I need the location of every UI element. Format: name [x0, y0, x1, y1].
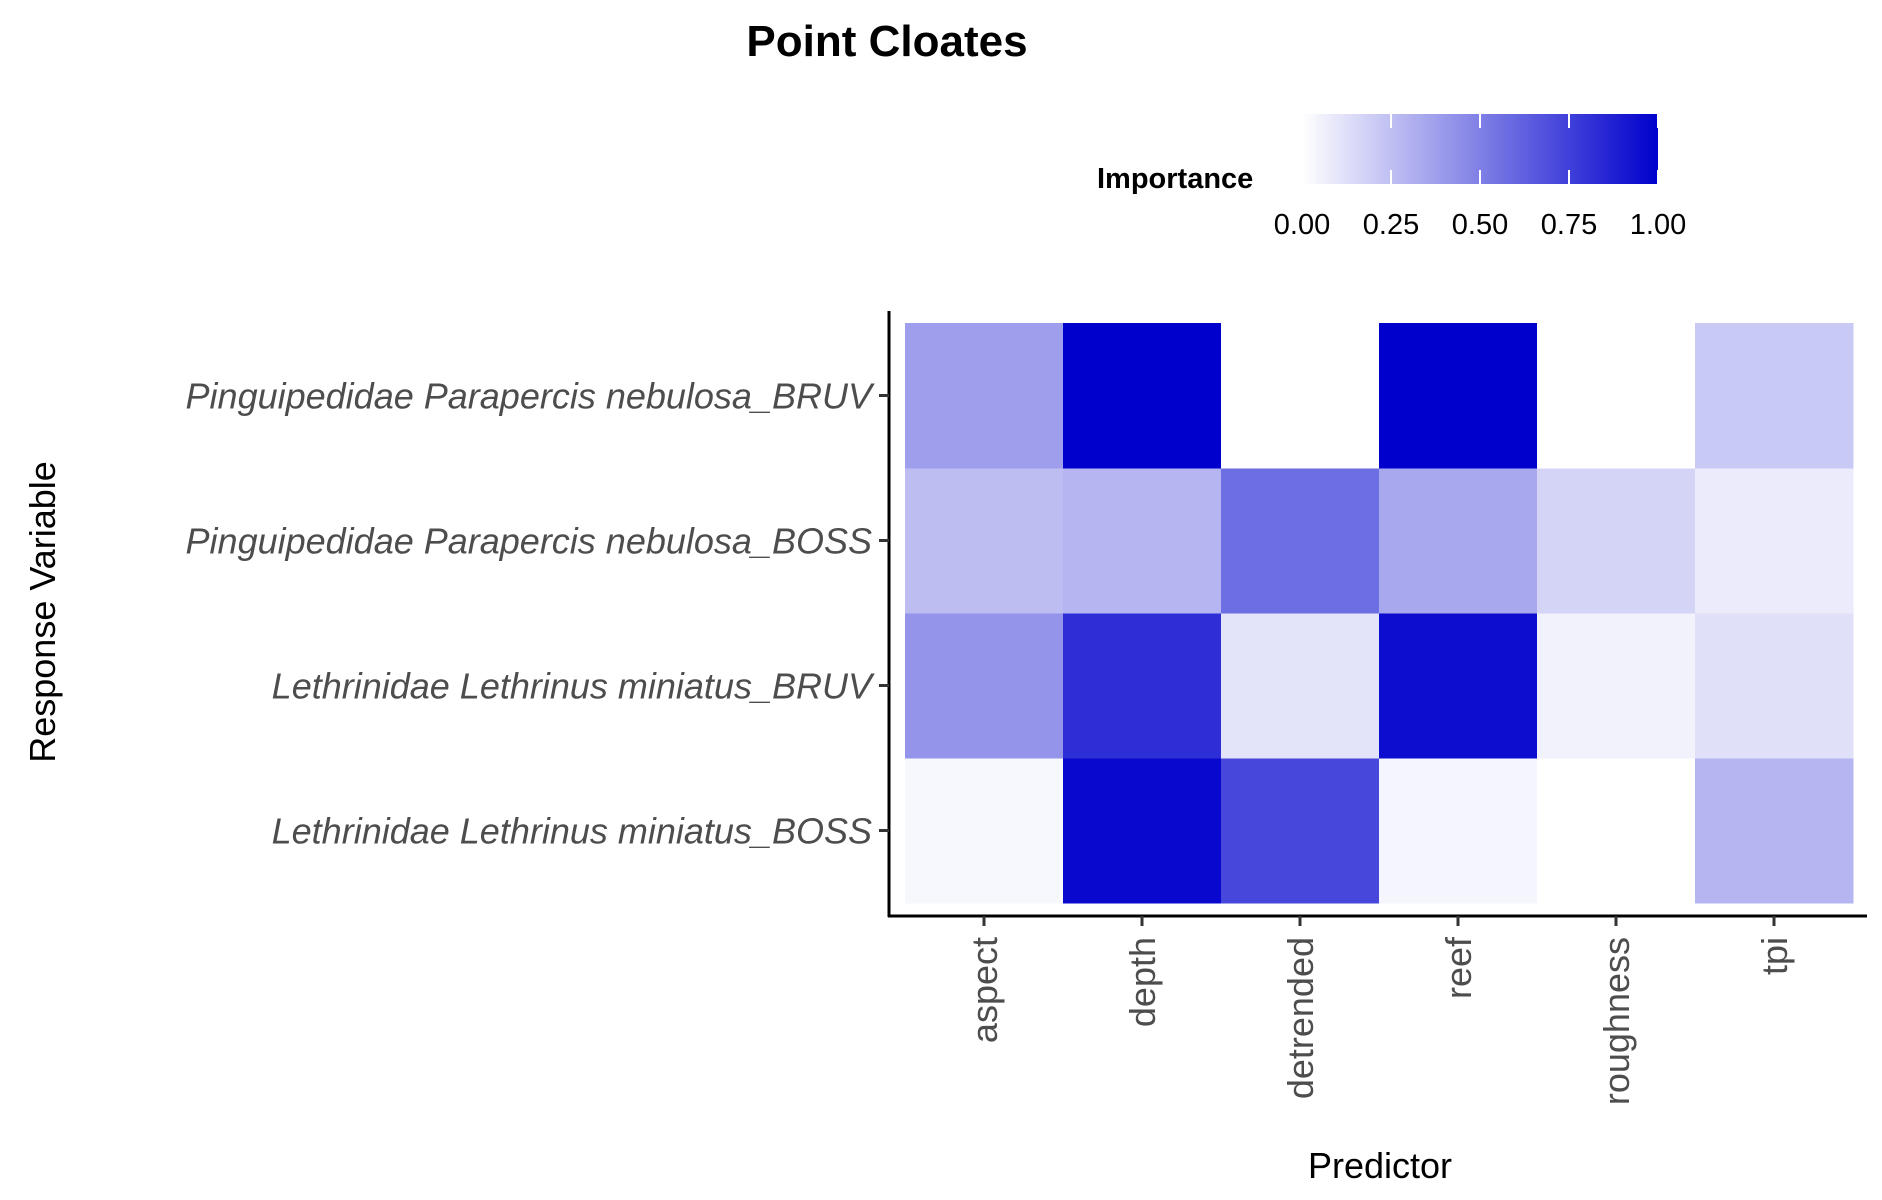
x-tick-label: tpi: [1754, 937, 1795, 975]
heatmap-cell: [1221, 613, 1380, 759]
heatmap-cells: [905, 323, 1854, 904]
x-tick-label: detrended: [1280, 937, 1321, 1099]
heatmap-cell: [1063, 323, 1222, 469]
legend-tick-label: 0.00: [1274, 209, 1330, 241]
heatmap-cell: [1379, 758, 1538, 904]
heatmap-cell: [1063, 468, 1222, 614]
legend-tick-label: 0.25: [1363, 209, 1419, 241]
heatmap-cell: [1379, 468, 1538, 614]
heatmap-cell: [1537, 468, 1696, 614]
x-axis-ticks: aspect depth detrended reef roughness tpi: [964, 916, 1795, 1105]
y-tick-label: Lethrinidae Lethrinus miniatus_BOSS: [272, 811, 872, 852]
x-tick-label: aspect: [964, 937, 1005, 1043]
heatmap-cell: [1379, 323, 1538, 469]
heatmap-cell: [905, 323, 1064, 469]
y-tick-label: Lethrinidae Lethrinus miniatus_BRUV: [272, 666, 875, 707]
heatmap-cell: [1221, 468, 1380, 614]
heatmap-cell: [1695, 468, 1854, 614]
chart-title: Point Cloates: [746, 17, 1027, 66]
heatmap-cell: [1221, 323, 1380, 469]
heatmap-cell: [1695, 758, 1854, 904]
heatmap-cell: [1063, 613, 1222, 759]
legend-tick-label: 0.75: [1541, 209, 1597, 241]
x-tick-label: depth: [1122, 937, 1163, 1027]
y-axis-title: Response Variable: [22, 461, 63, 763]
x-tick-label: roughness: [1596, 937, 1637, 1105]
legend-tick-label: 1.00: [1630, 209, 1686, 241]
legend: Importance 0.00 0.25 0.50 0.75 1.00: [1097, 114, 1686, 241]
y-tick-label: Pinguipedidae Parapercis nebulosa_BRUV: [186, 376, 875, 417]
heatmap-cell: [1695, 323, 1854, 469]
heatmap-cell: [1063, 758, 1222, 904]
y-tick-label: Pinguipedidae Parapercis nebulosa_BOSS: [186, 521, 872, 562]
heatmap-cell: [905, 613, 1064, 759]
heatmap-cell: [905, 758, 1064, 904]
heatmap-cell: [1537, 323, 1696, 469]
x-axis-title: Predictor: [1308, 1145, 1452, 1186]
legend-ticks: 0.00 0.25 0.50 0.75 1.00: [1274, 114, 1686, 241]
heatmap-cell: [1695, 613, 1854, 759]
legend-title: Importance: [1097, 163, 1253, 195]
legend-tick-label: 0.50: [1452, 209, 1508, 241]
y-axis-ticks: Lethrinidae Lethrinus miniatus_BOSS Lethr…: [186, 376, 889, 852]
heatmap-cell: [1537, 613, 1696, 759]
heatmap-cell: [1537, 758, 1696, 904]
x-tick-label: reef: [1438, 936, 1479, 999]
heatmap-cell: [905, 468, 1064, 614]
heatmap-cell: [1379, 613, 1538, 759]
heatmap-cell: [1221, 758, 1380, 904]
